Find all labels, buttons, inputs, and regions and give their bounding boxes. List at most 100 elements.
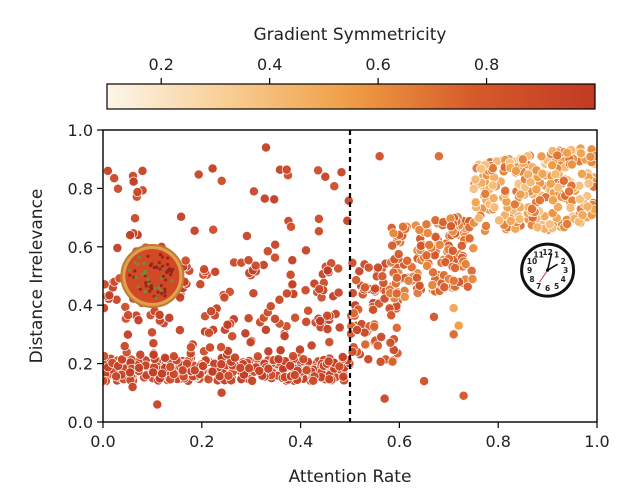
scatter-point <box>456 240 467 251</box>
scatter-point <box>306 340 317 351</box>
scatter-point <box>531 184 542 195</box>
y-axis-label: Distance Irrelevance <box>27 189 47 364</box>
pizza-topping <box>146 278 150 282</box>
scatter-point <box>135 349 146 360</box>
scatter-point <box>360 339 371 350</box>
scatter-point <box>368 304 379 315</box>
scatter-point <box>274 294 285 305</box>
scatter-point <box>270 313 280 324</box>
scatter-point <box>189 225 200 236</box>
scatter-point <box>450 263 461 273</box>
scatter-point <box>338 371 349 382</box>
colorbar-tick-label: 0.2 <box>148 55 173 74</box>
clock-numeral: 4 <box>561 275 566 284</box>
scatter-point <box>439 282 450 293</box>
scatter-point <box>320 171 331 182</box>
pizza-topping <box>146 282 151 286</box>
scatter-point <box>422 260 432 271</box>
scatter-point <box>372 340 383 351</box>
pizza-topping <box>142 261 146 265</box>
scatter-point <box>259 193 270 204</box>
pizza-topping <box>127 268 131 272</box>
x-tick-label: 0.4 <box>288 432 313 451</box>
scatter-point <box>222 319 233 330</box>
pizza-topping <box>165 270 170 274</box>
scatter-point <box>415 240 426 251</box>
scatter-point <box>285 360 296 371</box>
scatter-point <box>111 371 122 382</box>
scatter-point <box>273 354 284 365</box>
scatter-point <box>125 230 136 241</box>
pizza-topping <box>134 275 138 279</box>
pizza-topping <box>169 270 173 274</box>
scatter-point <box>402 255 413 266</box>
scatter-point <box>134 362 145 373</box>
scatter-point <box>148 338 159 349</box>
scatter-point <box>379 393 390 404</box>
colorbar-tick-label: 0.6 <box>365 55 390 74</box>
scatter-point <box>164 312 175 323</box>
scatter-point <box>103 351 110 362</box>
pizza-topping <box>152 286 157 290</box>
scatter-point <box>315 316 326 326</box>
scatter-point <box>500 185 511 196</box>
scatter-point <box>279 331 290 342</box>
scatter-point <box>244 363 255 374</box>
pizza-topping <box>136 262 140 266</box>
scatter-point <box>289 370 300 381</box>
scatter-point <box>185 342 196 353</box>
scatter-point <box>247 375 258 386</box>
scatter-point <box>227 331 238 342</box>
clock-numeral: 12 <box>542 248 552 257</box>
scatter-point <box>370 283 381 294</box>
scatter-point <box>564 186 575 197</box>
scatter-point <box>157 368 168 379</box>
scatter-point <box>287 279 298 290</box>
scatter-point <box>376 332 387 342</box>
scatter-point <box>303 305 314 316</box>
y-tick-label: 0.2 <box>68 355 93 374</box>
pizza-topping <box>166 256 170 260</box>
pizza-topping <box>148 289 152 293</box>
scatter-point <box>189 365 200 376</box>
pizza-topping <box>158 252 162 257</box>
scatter-point <box>462 281 473 292</box>
scatter-point <box>430 231 441 242</box>
scatter-point <box>241 231 252 241</box>
pizza-topping <box>144 284 148 288</box>
scatter-point <box>464 233 475 244</box>
pizza-topping <box>158 267 162 271</box>
scatter-point <box>387 356 398 367</box>
scatter-point <box>576 168 587 179</box>
scatter-point <box>245 337 256 348</box>
scatter-point <box>434 240 445 250</box>
scatter-point <box>427 280 438 290</box>
scatter-point <box>235 362 246 373</box>
pizza-topping <box>146 254 150 258</box>
clock-numeral: 7 <box>536 282 541 291</box>
scatter-point <box>419 376 430 387</box>
scatter-point <box>333 263 344 274</box>
scatter-point <box>585 151 596 162</box>
scatter-point <box>250 260 261 271</box>
scatter-point <box>537 168 548 179</box>
scatter-point <box>534 195 545 206</box>
scatter-point <box>148 367 159 378</box>
scatter-point <box>133 315 144 326</box>
scatter-point <box>127 382 138 392</box>
scatter-point <box>103 303 109 314</box>
scatter-point <box>374 151 385 162</box>
y-tick-label: 0.0 <box>68 413 93 432</box>
scatter-point <box>429 311 439 322</box>
scatter-point <box>298 354 309 365</box>
scatter-point <box>552 150 563 161</box>
scatter-point <box>470 197 481 208</box>
scatter-point <box>281 164 292 175</box>
scatter-point <box>180 255 191 266</box>
scatter-point <box>494 215 505 226</box>
scatter-point <box>176 211 187 222</box>
scatter-point <box>199 264 210 275</box>
scatter-point <box>468 243 479 254</box>
scatter-point <box>377 271 388 282</box>
